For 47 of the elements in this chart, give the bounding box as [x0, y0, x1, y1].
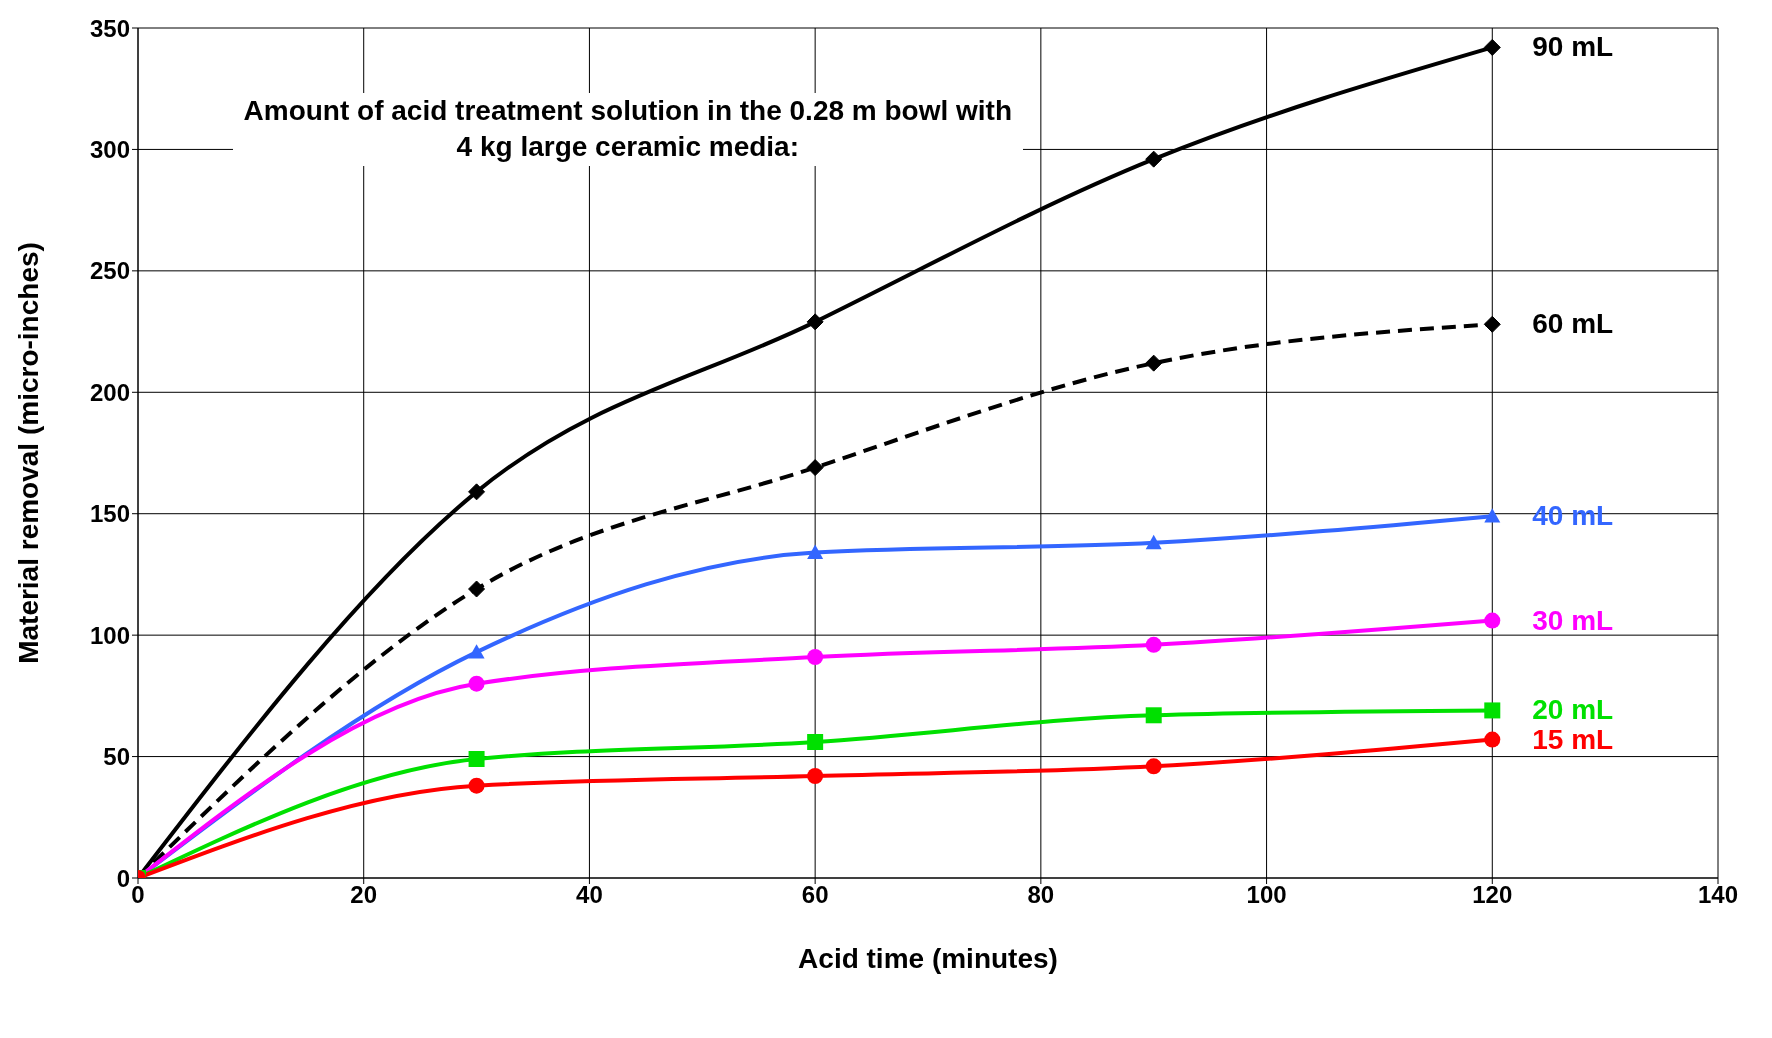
- point: [806, 459, 824, 477]
- point: [1483, 38, 1501, 56]
- point: [1145, 758, 1162, 775]
- y-tick-label: 250: [89, 257, 130, 285]
- point: [468, 644, 485, 659]
- y-tick-label: 0: [116, 864, 130, 892]
- x-tick-label: 20: [350, 881, 378, 909]
- y-tick-label: 100: [89, 621, 130, 649]
- series-label: 60 mL: [1532, 308, 1614, 340]
- point: [468, 675, 485, 692]
- point: [807, 768, 824, 784]
- text: Amount of acid treatment solution in the 0.28 m bowl with 4 kg large ceramic media:: [232, 93, 1023, 166]
- y-tick-label: 150: [89, 500, 130, 528]
- y-tick-label: 50: [103, 743, 130, 771]
- point: [807, 734, 824, 750]
- point: [806, 313, 824, 331]
- point: [468, 483, 486, 501]
- point: [807, 649, 824, 665]
- point: [1145, 636, 1162, 653]
- point: [807, 544, 824, 559]
- x-tick-label: 100: [1246, 881, 1287, 909]
- x-tick-label: 120: [1472, 881, 1513, 909]
- x-axis-title: Acid time (minutes): [798, 943, 1058, 974]
- point: [1484, 731, 1501, 748]
- series-label: 30 mL: [1532, 604, 1614, 636]
- x-tick-label: 80: [1027, 881, 1055, 909]
- point: [1484, 702, 1501, 719]
- x-tick-label: 40: [576, 881, 603, 909]
- y-tick-label: 300: [89, 135, 130, 163]
- point: [468, 580, 486, 598]
- y-tick-label: 200: [89, 378, 130, 406]
- point: [1484, 508, 1501, 523]
- y-tick-label: 350: [89, 14, 130, 42]
- x-tick-label: 140: [1697, 881, 1739, 909]
- point: [1145, 534, 1162, 550]
- point: [1145, 354, 1163, 372]
- series-label: 15 mL: [1532, 723, 1614, 755]
- point: [468, 751, 485, 767]
- y-axis-title: Material removal (micro-inches): [12, 242, 44, 664]
- series-label: 90 mL: [1532, 31, 1614, 63]
- point: [468, 777, 485, 794]
- x-tick-label: 60: [801, 881, 829, 909]
- point: [1484, 612, 1501, 629]
- point: [1483, 315, 1501, 333]
- point: [1145, 150, 1163, 168]
- series-label: 20 mL: [1532, 694, 1614, 726]
- point: [1145, 707, 1162, 724]
